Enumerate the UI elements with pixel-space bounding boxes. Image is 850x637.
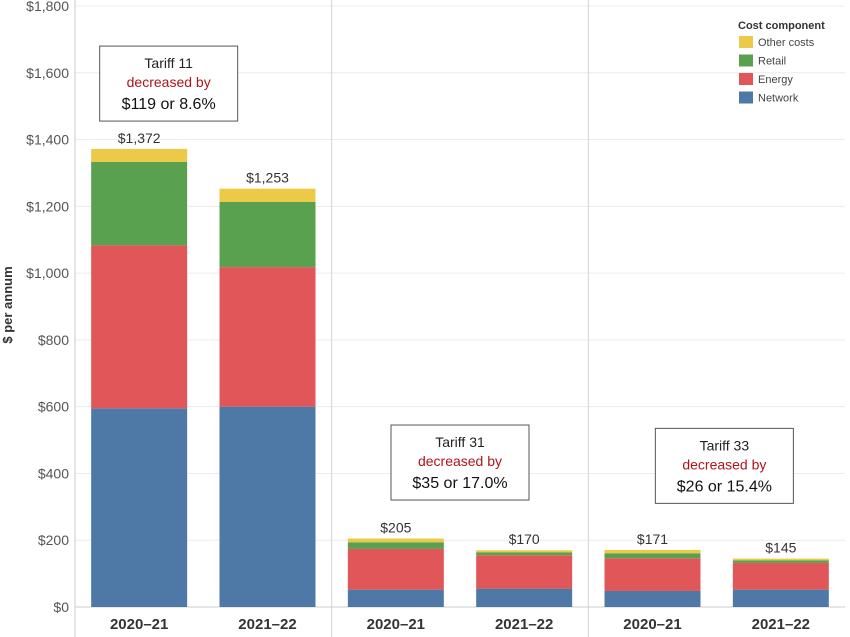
bar-segment-retail: [732, 560, 829, 563]
bar-segment-energy: [732, 562, 829, 590]
x-tick-label: 2020–21: [110, 616, 168, 633]
legend-swatch: [739, 54, 753, 67]
bar-segment-retail: [91, 161, 188, 246]
bar-segment-other-costs: [219, 188, 316, 202]
bar-total-label: $170: [509, 531, 540, 547]
bar-segment-other-costs: [732, 558, 829, 561]
gridlines: [75, 5, 845, 541]
bar-segment-other-costs: [604, 549, 701, 554]
bar-total-label: $171: [637, 531, 668, 547]
bar-segment-retail: [476, 552, 573, 556]
legend-entry: Other costs: [758, 37, 815, 49]
legend: Cost component Other costs Retail Energy Ne…: [738, 20, 825, 105]
bar-segment-retail: [347, 542, 444, 549]
annotation-box: [390, 424, 530, 501]
annotation-subtitle: decreased by: [418, 453, 502, 469]
y-tick-label: $0: [53, 599, 69, 615]
annotation-box: [99, 45, 239, 122]
y-tick-label: $400: [38, 465, 69, 481]
bar-total-label: $145: [765, 540, 796, 556]
x-tick-label: 2021–22: [238, 616, 296, 633]
bar-segment-energy: [91, 245, 188, 409]
annotation-value: $26 or 15.4%: [677, 478, 772, 495]
bar-segment-other-costs: [91, 148, 188, 162]
bar-segment-network: [219, 406, 316, 607]
y-tick-label: $1,000: [26, 265, 69, 281]
y-tick-label: $1,400: [26, 132, 69, 148]
annotation-value: $35 or 17.0%: [412, 475, 507, 492]
y-tick-label: $1,600: [26, 65, 69, 81]
x-tick-label: 2020–21: [367, 616, 425, 633]
bar-segment-energy: [347, 548, 444, 590]
legend-swatch: [739, 91, 753, 104]
bar-total-label: $205: [380, 520, 411, 536]
bar-segment-retail: [219, 201, 316, 268]
y-tick-label: $800: [38, 332, 69, 348]
bar-segment-energy: [219, 267, 316, 407]
annotation-subtitle: decreased by: [682, 456, 766, 472]
x-tick-label: 2020–21: [623, 616, 681, 633]
bar-segment-energy: [604, 558, 701, 591]
x-tick-label: 2021–22: [495, 616, 553, 633]
annotation-title: Tariff 31: [435, 434, 485, 450]
y-axis-label: $ per annum: [0, 266, 15, 343]
y-tick-label: $200: [38, 532, 69, 548]
annotation-value: $119 or 8.6%: [122, 96, 216, 113]
bar-segment-network: [91, 408, 188, 607]
annotation-box: [654, 427, 794, 504]
x-axis: 2020–21 2021–22 2020–21 2021–22 2020–21 2021–…: [110, 616, 810, 633]
legend-entry: Energy: [758, 74, 793, 86]
bar-segment-retail: [604, 553, 701, 559]
annotation-title: Tariff 33: [700, 437, 750, 453]
panel-borders: [74, 0, 845, 637]
annotation-tariff-1: Tariff 11 decreased by $119 or 8.6%: [99, 45, 239, 122]
annotation-subtitle: decreased by: [127, 74, 211, 90]
annotation-tariff-2: Tariff 31 decreased by $35 or 17.0%: [390, 424, 530, 501]
bar-segment-other-costs: [347, 538, 444, 543]
bar-segment-energy: [476, 555, 573, 589]
bar-segment-network: [604, 590, 701, 607]
bar-segment-network: [347, 589, 444, 607]
bars: [91, 148, 829, 607]
legend-swatch: [739, 36, 753, 48]
y-axis: $0 $200 $400 $600 $800 $1,000 $1,200 $1,400 $1,6…: [26, 0, 69, 615]
legend-title: Cost component: [738, 20, 825, 32]
bar-segment-network: [476, 588, 573, 607]
y-tick-label: $1,200: [26, 198, 69, 214]
legend-entry: Retail: [758, 56, 786, 68]
y-tick-label: $600: [38, 399, 69, 415]
legend-entry: Network: [758, 93, 799, 105]
bar-total-label: $1,372: [118, 130, 161, 146]
annotation-title: Tariff 11: [144, 55, 193, 71]
bar-segment-network: [732, 589, 829, 607]
annotation-tariff-3: Tariff 33 decreased by $26 or 15.4%: [654, 427, 794, 504]
legend-swatch: [739, 73, 753, 85]
bar-total-label: $1,253: [246, 170, 289, 186]
bar-totals: $1,372 $1,253 $205 $170 $171 $145: [118, 130, 797, 556]
x-tick-label: 2021–22: [752, 616, 810, 633]
bar-segment-other-costs: [476, 550, 573, 553]
y-tick-label: $1,800: [26, 0, 69, 14]
